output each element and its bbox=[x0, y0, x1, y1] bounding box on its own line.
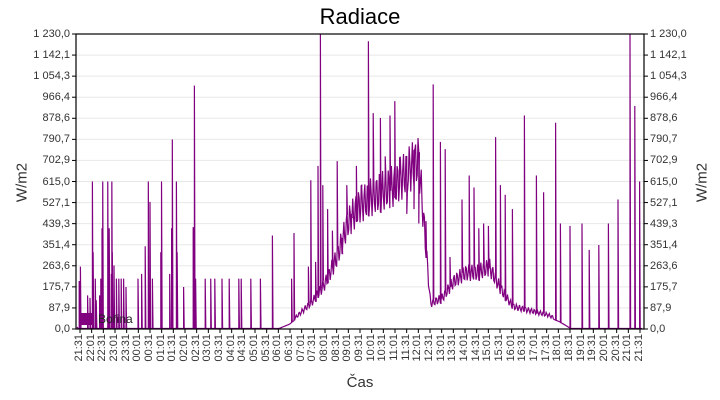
legend-swatch bbox=[81, 313, 93, 325]
y-tick-label-left: 1 142,1 bbox=[33, 49, 70, 62]
y-tick-label-left: 878,6 bbox=[42, 112, 70, 125]
y-tick-label-right: 0,0 bbox=[650, 323, 666, 335]
legend: Bořina bbox=[81, 312, 133, 326]
y-tick-label-left: 1 230,0 bbox=[33, 28, 70, 40]
y-tick-label-right: 351,4 bbox=[650, 238, 678, 251]
y-tick-label-right: 527,1 bbox=[650, 196, 678, 209]
y-tick-label-right: 87,9 bbox=[650, 301, 672, 314]
y-tick-label-left: 615,0 bbox=[42, 175, 70, 188]
y-tick-label-right: 439,3 bbox=[650, 217, 678, 230]
legend-label: Bořina bbox=[98, 312, 133, 326]
y-tick-label-left: 966,4 bbox=[42, 91, 70, 104]
y-tick-label-right: 1 054,3 bbox=[650, 70, 687, 83]
y-tick-label-right: 175,7 bbox=[650, 280, 678, 293]
y-tick-label-left: 0,0 bbox=[54, 323, 70, 335]
y-tick-label-left: 87,9 bbox=[48, 301, 70, 314]
y-tick-label-left: 175,7 bbox=[42, 280, 70, 293]
y-tick-label-right: 615,0 bbox=[650, 175, 678, 188]
y-tick-label-left: 790,7 bbox=[42, 133, 70, 146]
y-tick-label-right: 790,7 bbox=[650, 133, 678, 146]
y-tick-label-left: 263,6 bbox=[42, 259, 70, 272]
y-tick-label-right: 1 142,1 bbox=[650, 49, 687, 62]
y-tick-label-right: 702,9 bbox=[650, 154, 678, 167]
y-tick-label-right: 1 230,0 bbox=[650, 28, 687, 40]
y-tick-label-right: 966,4 bbox=[650, 91, 678, 104]
y-tick-label-left: 1 054,3 bbox=[33, 70, 70, 83]
y-tick-label-left: 439,3 bbox=[42, 217, 70, 230]
chart-title: Radiace bbox=[319, 4, 401, 29]
y-tick-label-right: 263,6 bbox=[650, 259, 678, 272]
y-tick-label-left: 527,1 bbox=[42, 196, 70, 209]
y-tick-label-left: 702,9 bbox=[42, 154, 70, 167]
y-tick-label-left: 351,4 bbox=[42, 238, 70, 251]
y-tick-label-right: 878,6 bbox=[650, 112, 678, 125]
x-axis-label: Čas bbox=[346, 374, 374, 391]
